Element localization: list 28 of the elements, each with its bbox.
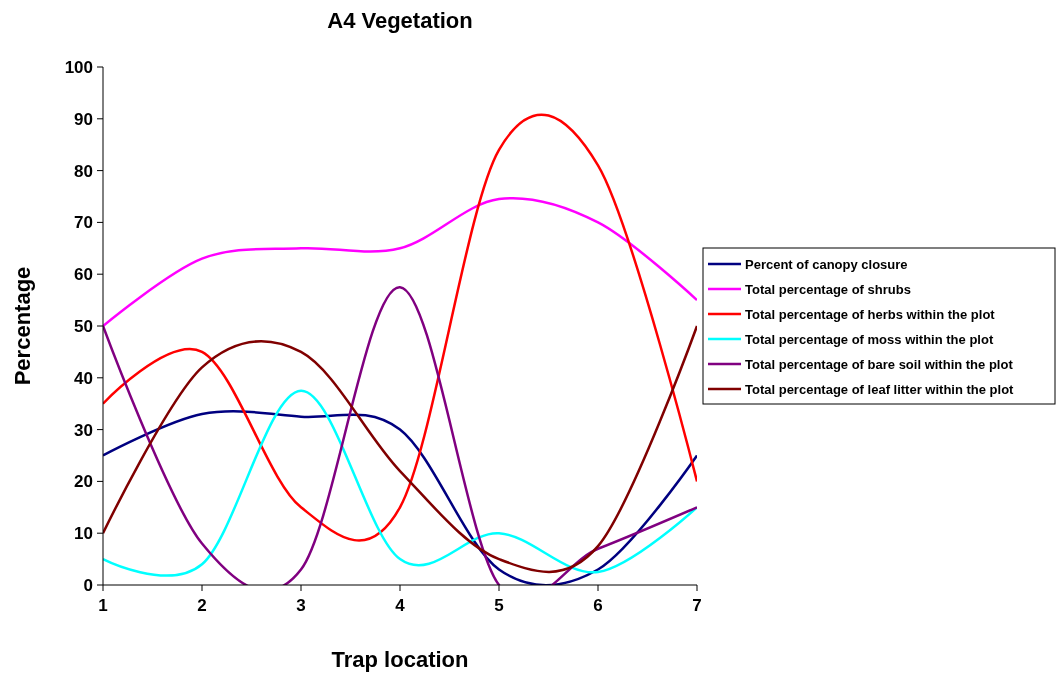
y-tick-label: 10 bbox=[74, 524, 93, 544]
y-tick-label: 50 bbox=[74, 316, 93, 336]
x-tick-label: 7 bbox=[692, 596, 702, 615]
y-tick-label: 70 bbox=[74, 213, 93, 233]
y-tick-label: 20 bbox=[74, 472, 93, 492]
legend-label: Total percentage of herbs within the plot bbox=[745, 307, 996, 322]
y-tick-label: 80 bbox=[74, 161, 93, 181]
x-tick-label: 4 bbox=[395, 596, 406, 615]
y-tick-label: 100 bbox=[64, 57, 93, 77]
x-tick-label: 6 bbox=[593, 596, 603, 615]
line-series bbox=[103, 196, 697, 328]
x-tick-label: 3 bbox=[296, 596, 306, 615]
legend-label: Total percentage of shrubs bbox=[745, 282, 911, 297]
x-axis-title: Trap location bbox=[331, 647, 469, 672]
x-tick-label: 2 bbox=[197, 596, 207, 615]
legend-label: Percent of canopy closure bbox=[745, 257, 908, 272]
y-axis-title: Percentage bbox=[10, 266, 35, 386]
y-tick-label: 0 bbox=[83, 575, 93, 595]
y-tick-label: 40 bbox=[74, 368, 93, 388]
legend-label: Total percentage of moss within the plot bbox=[745, 332, 994, 347]
x-tick-label: 1 bbox=[98, 596, 108, 615]
legend-label: Total percentage of leaf litter within the plot bbox=[745, 382, 1015, 397]
chart-title: A4 Vegetation bbox=[327, 8, 473, 33]
legend-label: Total percentage of bare soil within the plot bbox=[745, 357, 1014, 372]
x-tick-label: 5 bbox=[494, 596, 504, 615]
y-tick-label: 60 bbox=[74, 265, 93, 285]
y-tick-label: 90 bbox=[74, 109, 93, 129]
y-tick-label: 30 bbox=[74, 420, 93, 440]
